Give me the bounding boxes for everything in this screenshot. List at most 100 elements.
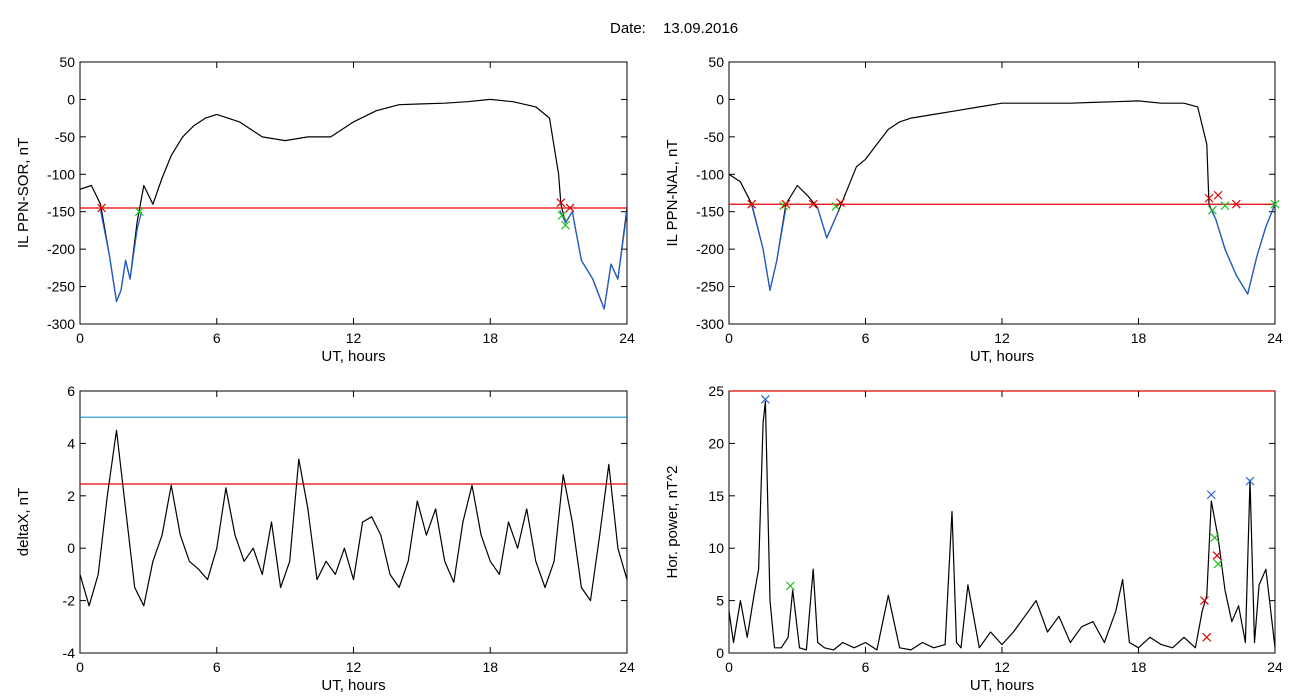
series-line xyxy=(817,207,839,239)
x-tick-label: 0 xyxy=(76,659,84,675)
x-tick-label: 18 xyxy=(482,330,498,346)
y-tick-label: 4 xyxy=(67,435,75,451)
y-axis-label: deltaX, nT xyxy=(15,488,32,556)
y-tick-label: -250 xyxy=(696,279,724,295)
y-tick-label: -200 xyxy=(47,241,75,257)
x-tick-label: 6 xyxy=(213,330,221,346)
series-line xyxy=(559,209,627,310)
x-tick-label: 12 xyxy=(994,330,1010,346)
series-line xyxy=(80,429,627,607)
x-tick-label: 18 xyxy=(1131,330,1147,346)
y-axis-label: IL PPN-SOR, nT xyxy=(15,138,32,248)
y-tick-label: 50 xyxy=(708,54,724,70)
x-tick-label: 12 xyxy=(346,659,362,675)
y-tick-label: 0 xyxy=(716,645,724,661)
y-tick-label: 6 xyxy=(67,383,75,399)
x-tick-label: 18 xyxy=(1131,659,1147,675)
marker xyxy=(1210,533,1220,543)
date-value: 13.09.2016 xyxy=(663,20,738,37)
y-tick-label: 10 xyxy=(708,540,724,556)
series-line xyxy=(729,400,1275,651)
y-tick-label: -200 xyxy=(696,241,724,257)
marker xyxy=(1220,201,1230,211)
x-tick-label: 0 xyxy=(725,330,733,346)
plot-area xyxy=(80,429,627,607)
plot-area xyxy=(80,98,627,310)
marker xyxy=(557,211,567,220)
x-tick-label: 12 xyxy=(994,659,1010,675)
marker xyxy=(561,220,570,230)
y-tick-label: 0 xyxy=(67,91,75,107)
marker xyxy=(1213,559,1223,569)
x-tick-label: 0 xyxy=(725,659,733,675)
marker xyxy=(556,198,566,208)
marker xyxy=(1204,193,1214,203)
x-tick-label: 24 xyxy=(619,659,635,675)
date-label: Date: xyxy=(610,20,646,37)
y-tick-label: -100 xyxy=(696,166,724,182)
plot-frame xyxy=(79,390,628,654)
series-line xyxy=(729,100,1275,295)
marker xyxy=(1231,199,1241,209)
y-tick-label: -250 xyxy=(47,279,75,295)
y-tick-label: 20 xyxy=(708,435,724,451)
marker xyxy=(1213,190,1223,200)
x-axis-label: UT, hours xyxy=(321,348,385,365)
y-tick-label: -50 xyxy=(55,129,75,145)
panel-hor-power: 0 6 12 18 24 0 5 10 15 20 25 UT, hours Hor. power, n… xyxy=(664,383,1283,694)
x-tick-label: 0 xyxy=(76,330,84,346)
x-tick-label: 24 xyxy=(619,330,635,346)
y-tick-label: -2 xyxy=(63,593,76,609)
marker xyxy=(1212,551,1222,560)
y-tick-label: 0 xyxy=(716,91,724,107)
panel-il-ppn-nal: 0 6 12 18 24 -300 -250 -200 -150 -100 -50 0 50 UT, ho… xyxy=(664,54,1283,365)
marker xyxy=(1270,199,1280,209)
series-line xyxy=(751,205,787,291)
x-axis-label: UT, hours xyxy=(970,348,1034,365)
y-tick-label: -300 xyxy=(696,316,724,332)
y-tick-label: 15 xyxy=(708,488,724,504)
marker xyxy=(747,199,757,209)
y-tick-label: -300 xyxy=(47,316,75,332)
plot-frame xyxy=(728,390,1276,654)
series-line xyxy=(1208,203,1275,295)
series-line xyxy=(80,98,627,310)
marker xyxy=(1202,632,1212,642)
x-tick-label: 24 xyxy=(1267,659,1283,675)
x-tick-label: 12 xyxy=(346,330,362,346)
plot-area xyxy=(729,100,1275,295)
x-tick-label: 24 xyxy=(1267,330,1283,346)
x-tick-label: 18 xyxy=(482,659,498,675)
y-tick-label: -50 xyxy=(704,129,724,145)
y-tick-label: 50 xyxy=(59,54,75,70)
marker xyxy=(565,203,575,213)
series-line xyxy=(99,210,143,303)
plot-frame xyxy=(79,61,628,325)
plot-area xyxy=(729,400,1275,651)
marker xyxy=(760,394,770,404)
x-tick-label: 6 xyxy=(862,659,870,675)
marker xyxy=(1245,476,1255,486)
y-tick-label: 25 xyxy=(708,383,724,399)
y-axis-label: Hor. power, nT^2 xyxy=(664,466,681,579)
x-tick-label: 6 xyxy=(213,659,221,675)
marker xyxy=(1206,490,1216,500)
marker xyxy=(808,199,818,209)
y-tick-label: -100 xyxy=(47,166,75,182)
x-axis-label: UT, hours xyxy=(321,677,385,694)
x-tick-label: 6 xyxy=(862,330,870,346)
marker xyxy=(781,199,791,209)
y-axis-label: IL PPN-NAL, nT xyxy=(664,140,681,247)
y-tick-label: 2 xyxy=(67,488,75,504)
marker xyxy=(134,207,144,217)
marker xyxy=(1208,205,1217,215)
marker xyxy=(97,203,107,213)
marker xyxy=(786,581,795,591)
plot-frame xyxy=(728,61,1276,325)
y-tick-label: 0 xyxy=(67,540,75,556)
y-tick-label: -150 xyxy=(696,204,724,220)
panel-il-ppn-sor: 0 6 12 18 24 -300 -250 -200 -150 -100 -50 0 50 UT, ho… xyxy=(15,54,635,365)
y-tick-label: 5 xyxy=(716,593,724,609)
